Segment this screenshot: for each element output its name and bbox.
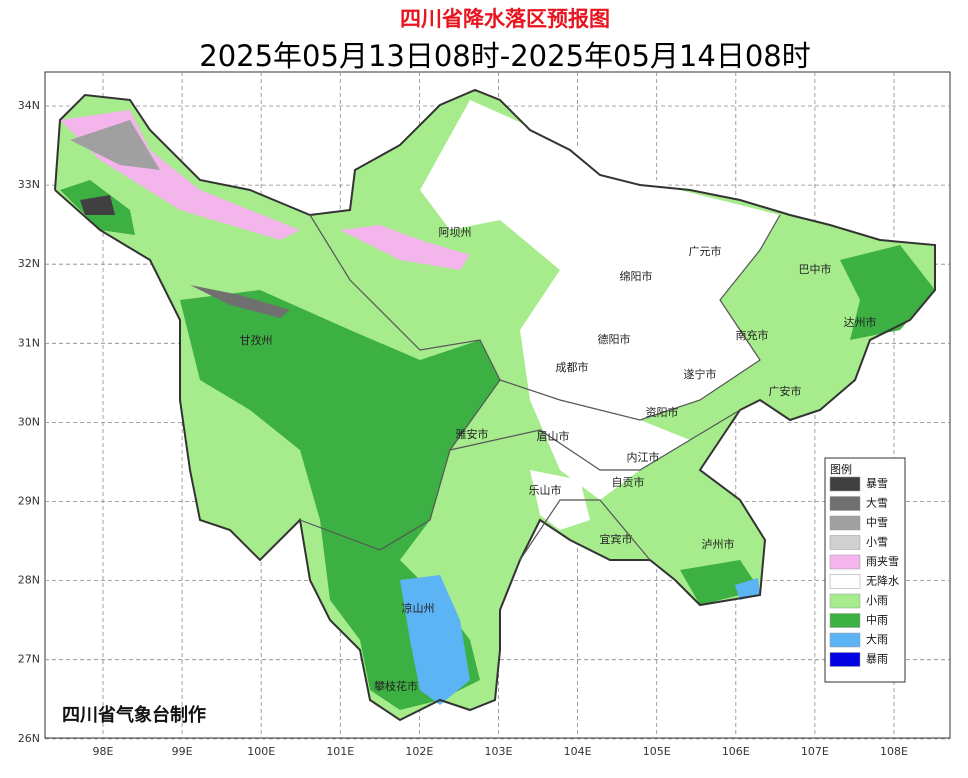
prefecture-border (519, 499, 651, 561)
place-label: 巴中市 (799, 262, 832, 276)
legend-swatch (829, 613, 861, 628)
legend-label: 大雨 (866, 632, 888, 646)
lat-label: 29N (18, 495, 40, 508)
place-label: 泸州市 (702, 537, 735, 551)
legend-swatch (829, 535, 861, 550)
place-label: 资阳市 (646, 405, 679, 419)
place-label: 甘孜州 (240, 333, 273, 347)
place-label: 成都市 (556, 360, 589, 374)
moderate-rain-area (840, 245, 935, 340)
place-label: 凉山州 (402, 601, 435, 615)
lat-label: 30N (18, 415, 40, 428)
legend-label: 中雪 (866, 516, 888, 529)
heavy-snow-area (190, 285, 290, 318)
place-label: 内江市 (627, 450, 660, 464)
legend-swatch (829, 593, 861, 609)
lat-label: 28N (18, 574, 40, 587)
province-border (54, 88, 936, 722)
place-label: 广安市 (769, 384, 802, 398)
title: 四川省降水落区预报图 (400, 7, 610, 31)
place-label: 遂宁市 (684, 367, 717, 381)
lon-label: 100E (247, 745, 275, 758)
legend-label: 小雨 (866, 594, 888, 607)
legend-label: 大雪 (866, 496, 888, 510)
prefecture-border (499, 214, 781, 421)
place-label: 宜宾市 (600, 532, 633, 546)
place-label: 攀枝花市 (374, 679, 418, 693)
legend-title: 图例 (830, 462, 852, 476)
legend-label: 暴雨 (866, 653, 888, 666)
lon-label: 99E (172, 745, 193, 758)
place-label: 眉山市 (537, 429, 570, 443)
legend-swatch (829, 554, 861, 570)
lat-label: 33N (18, 178, 40, 191)
place-label: 德阳市 (598, 332, 631, 346)
lon-label: 106E (722, 745, 750, 758)
lat-label: 32N (18, 257, 40, 270)
lat-label: 26N (18, 732, 40, 745)
lon-label: 98E (93, 745, 114, 758)
place-label: 自贡市 (612, 475, 645, 489)
legend-swatch (829, 496, 861, 511)
place-label: 乐山市 (529, 483, 562, 497)
place-label: 达州市 (844, 315, 877, 329)
no-rain-area (420, 100, 780, 500)
lon-label: 107E (801, 745, 829, 758)
lon-label: 103E (485, 745, 513, 758)
legend-swatch (829, 632, 861, 648)
place-label: 南充市 (736, 328, 769, 342)
lat-label: 34N (18, 99, 40, 112)
legend-label: 雨夹雪 (866, 555, 899, 568)
subtitle: 2025年05月13日08时-2025年05月14日08时 (199, 39, 810, 73)
moderate-snow-area (70, 120, 160, 170)
legend-label: 暴雪 (866, 477, 888, 490)
place-label: 绵阳市 (620, 269, 653, 283)
prefecture-border (449, 409, 741, 471)
legend-swatch (829, 652, 861, 667)
legend-label: 小雪 (866, 536, 888, 549)
lon-label: 105E (643, 745, 671, 758)
lon-label: 101E (326, 745, 354, 758)
lon-label: 104E (564, 745, 592, 758)
legend-swatch (829, 574, 861, 589)
legend-label: 中雨 (866, 614, 888, 627)
legend-label: 无降水 (866, 574, 899, 588)
place-label: 广元市 (689, 244, 722, 258)
lon-label: 102E (405, 745, 433, 758)
legend-swatch (829, 515, 861, 531)
place-label: 雅安市 (456, 427, 489, 441)
place-label: 阿坝州 (439, 225, 472, 239)
lat-label: 27N (18, 653, 40, 666)
lat-label: 31N (18, 336, 40, 349)
heavy-snowstorm-area (80, 195, 115, 215)
credit: 四川省气象台制作 (62, 704, 206, 726)
legend-box (824, 457, 906, 683)
lon-label: 108E (880, 745, 908, 758)
heavy-rain-area (400, 575, 470, 705)
heavy-rain-area (735, 578, 760, 600)
sleet-area (340, 225, 470, 270)
legend-swatch (829, 476, 861, 492)
